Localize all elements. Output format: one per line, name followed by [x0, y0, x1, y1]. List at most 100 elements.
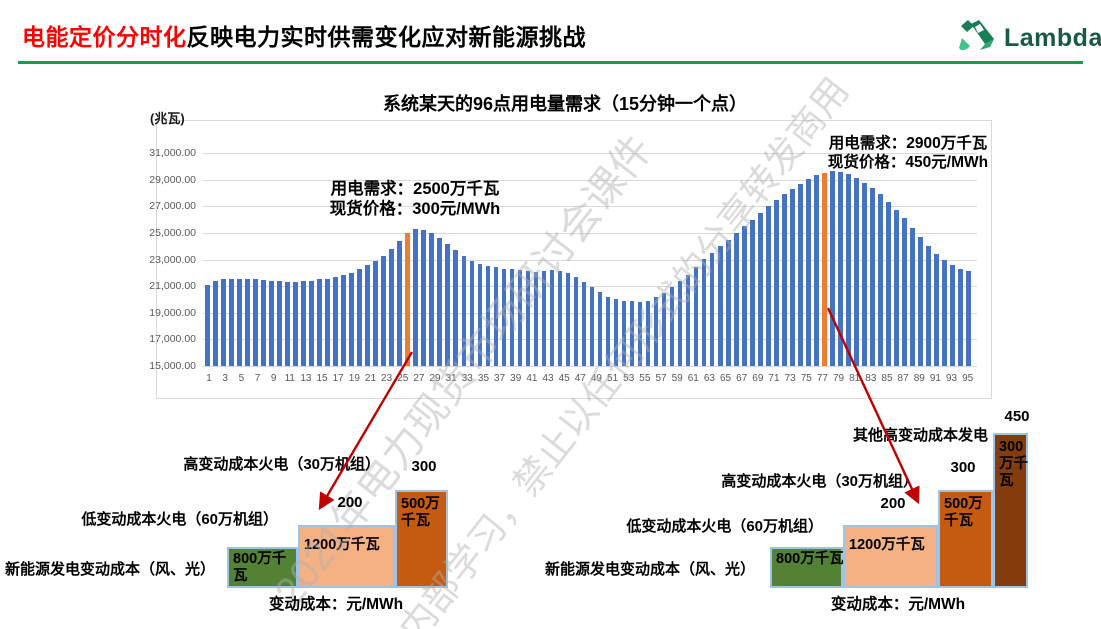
x-axis-tick-label: 67: [736, 373, 748, 384]
demand-bar: [926, 246, 931, 366]
merit-bar-capacity-label: 500万千瓦: [944, 496, 983, 529]
demand-bar: [229, 279, 234, 366]
x-axis-tick-label: 45: [558, 373, 570, 384]
demand-bar: [958, 269, 963, 366]
x-axis-tick-label: 27: [413, 373, 425, 384]
demand-bar: [613, 299, 619, 366]
demand-bar: [597, 292, 603, 366]
gridline: [203, 366, 977, 367]
gridline: [203, 206, 977, 208]
merit-bar-right-2: 500万千瓦: [938, 490, 993, 588]
cost-step-value: 450: [1004, 408, 1030, 425]
demand-bar: [277, 281, 282, 366]
demand-bar: [846, 174, 851, 366]
x-axis-tick-label: 75: [800, 373, 812, 384]
merit-bar-capacity-label: 800万千瓦: [233, 551, 287, 584]
x-axis-tick-label: 29: [429, 373, 441, 384]
merit-row-label-left-1: 低变动成本火电（60万机组）: [81, 511, 278, 528]
y-axis-tick-label: 21,000.00: [149, 280, 196, 293]
x-axis-tick-labels: 1 3 5 7 9 11 13 15 17 19 21 23 25 27 29 31 33 35 37 39 41 43 4…: [201, 373, 976, 384]
demand-bar: [701, 259, 707, 366]
demand-bar: [734, 233, 739, 366]
demand-bar: [205, 285, 210, 366]
merit-row-label-right-3: 其他高变动成本发电: [852, 427, 988, 444]
demand-bar: [669, 287, 675, 366]
x-axis-tick-label: 49: [590, 373, 602, 384]
demand-bar: [261, 280, 266, 366]
demand-bar: [693, 267, 699, 366]
demand-bar: [910, 228, 915, 366]
page-title-rest: 反映电力实时供需变化应对新能源挑战: [186, 24, 586, 50]
demand-bar: [421, 230, 426, 366]
demand-bar: [549, 270, 555, 366]
x-axis-tick-label: 15: [316, 373, 328, 384]
demand-bar: [445, 244, 450, 366]
merit-bar-left-1: 1200万千瓦: [298, 525, 395, 588]
demand-bar: [285, 282, 290, 366]
page-title-highlight: 电能定价分时化: [22, 24, 187, 50]
demand-bar: [645, 301, 651, 366]
demand-bar: [349, 273, 354, 366]
annotation-point-78: 用电需求：2900万千瓦 现货价格：450元/MWh: [822, 134, 994, 172]
demand-bar: [245, 279, 250, 366]
demand-bar: [790, 189, 795, 366]
x-axis-tick-label: 69: [752, 373, 764, 384]
y-axis-tick-label: 31,000.00: [149, 147, 196, 159]
merit-xaxis-label-right: 变动成本：元/MWh: [830, 596, 966, 613]
x-axis-tick-label: 31: [445, 373, 457, 384]
demand-bar: [269, 281, 274, 366]
merit-bar-capacity-label: 1200万千瓦: [304, 537, 380, 553]
x-axis-tick-label: 79: [832, 373, 845, 384]
merit-bar-right-1: 1200万千瓦: [843, 525, 938, 588]
x-axis-tick-label: 35: [477, 373, 490, 384]
demand-bar: [301, 281, 306, 366]
demand-bar: [365, 265, 370, 366]
annotation-demand-right: 用电需求：2900万千瓦: [828, 135, 988, 152]
x-axis-tick-label: 21: [364, 373, 377, 384]
page-title: 电能定价分时化反映电力实时供需变化应对新能源挑战: [22, 18, 586, 52]
gridline: [203, 179, 977, 181]
demand-bar: [742, 226, 747, 366]
cost-step-value: 200: [337, 494, 363, 511]
demand-bar: [221, 279, 226, 366]
y-axis-unit: (兆瓦): [150, 111, 185, 126]
demand-bar: [685, 275, 691, 366]
demand-bar: [806, 179, 811, 366]
demand-bar: [213, 281, 218, 366]
annotation-price-left: 现货价格：300元/MWh: [329, 200, 501, 218]
demand-bar: [397, 241, 402, 366]
x-axis-tick-label: 11: [284, 373, 295, 384]
cost-step-value: 300: [950, 459, 976, 476]
demand-bar: [774, 200, 779, 366]
x-axis-tick-label: 55: [639, 373, 651, 384]
demand-bar: [677, 281, 683, 366]
cost-step-value: 300: [411, 458, 437, 475]
chart-title: 系统某天的96点用电量需求（15分钟一个点）: [382, 94, 748, 114]
demand-bar: [573, 277, 579, 366]
title-underline: [18, 61, 1083, 64]
demand-bar: [493, 267, 499, 366]
demand-bar: [589, 287, 595, 366]
x-axis-tick-label: 63: [703, 373, 715, 384]
y-axis-tick-label: 19,000.00: [149, 306, 196, 319]
demand-bar: [862, 183, 867, 366]
gridline: [203, 232, 977, 234]
demand-bar: [782, 194, 787, 366]
demand-bar: [317, 279, 322, 366]
merit-row-label-right-1: 低变动成本火电（60万机组）: [626, 518, 823, 535]
demand-bar: [718, 246, 723, 366]
merit-bar-capacity-label: 800万千瓦: [776, 551, 844, 567]
demand-bar: [325, 279, 330, 366]
y-axis-tick-label: 27,000.00: [149, 200, 196, 213]
demand-bar: [509, 269, 515, 366]
lambda-logo-text: Lambda: [1004, 23, 1101, 52]
merit-bar-capacity-label: 300万千瓦: [999, 439, 1028, 489]
x-axis-tick-label: 13: [300, 373, 312, 384]
demand-bar: [477, 264, 483, 366]
demand-bar: [870, 188, 875, 366]
merit-bar-right-3: 300万千瓦: [993, 433, 1028, 588]
demand-bar: [253, 279, 258, 366]
demand-bar-series: [205, 153, 972, 366]
x-axis-tick-label: 53: [623, 373, 635, 384]
highlighted-demand-bar: [405, 233, 410, 366]
